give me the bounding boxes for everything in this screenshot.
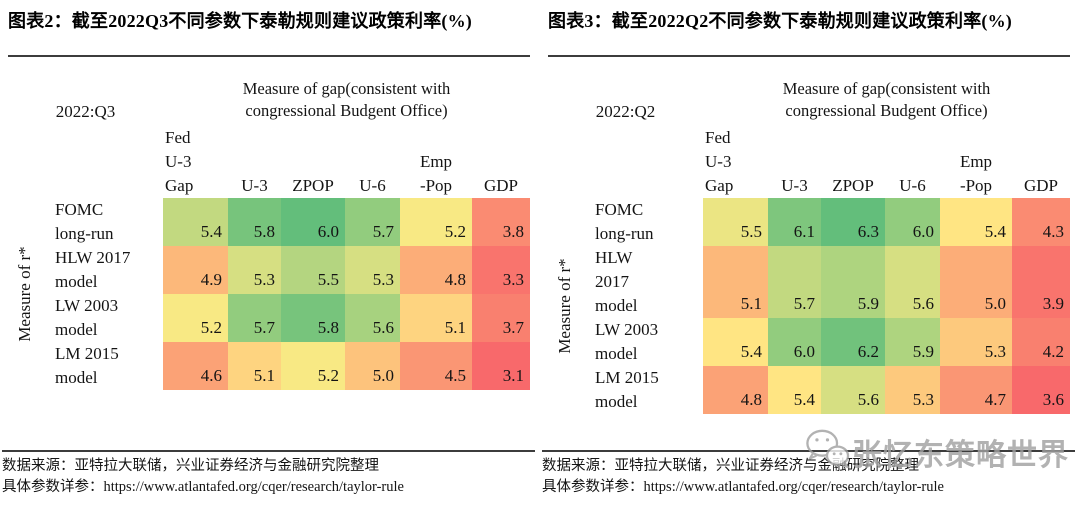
heatmap-table: 2022:Q3 Measure of gap(consistent with co… [8,55,530,390]
heatmap-cell: 5.6 [345,294,400,342]
heatmap-cell: 4.5 [400,342,472,390]
heatmap-cell: 3.7 [472,294,530,342]
heatmap-cell: 5.4 [703,318,768,366]
heatmap-cell: 4.8 [703,366,768,414]
heatmap-cell: 4.7 [940,366,1012,414]
column-header: Emp -Pop [959,152,993,195]
heatmap-cell: 6.2 [821,318,885,366]
heatmap-cell: 5.8 [281,294,345,342]
heatmap-cell: 3.8 [472,198,530,246]
gap-measure-header: Measure of gap(consistent with congressi… [782,79,991,120]
heatmap-cell: 5.0 [345,342,400,390]
heatmap-cell: 3.9 [1012,246,1070,318]
figure-footnote: 数据来源：亚特拉大联储，兴业证券经济与金融研究院整理具体参数详参：https:/… [2,450,535,498]
heatmap-cell: 5.9 [885,318,940,366]
heatmap-cell: 4.8 [400,246,472,294]
source-note: 数据来源：亚特拉大联储，兴业证券经济与金融研究院整理 [2,458,379,474]
params-note: 具体参数详参：https://www.atlantafed.org/cqer/r… [542,479,944,495]
heatmap-cell: 5.3 [885,366,940,414]
row-label: FOMC long-run [55,200,114,243]
r-star-axis-label: Measure of r* [555,258,574,354]
heatmap-cell: 6.1 [768,198,821,246]
params-note: 具体参数详参：https://www.atlantafed.org/cqer/r… [2,479,404,495]
heatmap-cell: 5.4 [940,198,1012,246]
column-header: GDP [483,176,518,195]
row-label: FOMC long-run [595,200,654,243]
heatmap-cell: 4.2 [1012,318,1070,366]
heatmap-cell: 5.2 [163,294,228,342]
column-header: Emp -Pop [419,152,453,195]
period-label: 2022:Q3 [55,102,116,121]
heatmap-cell: 5.6 [821,366,885,414]
heatmap-cell: 6.0 [768,318,821,366]
heatmap-cell: 5.8 [228,198,281,246]
heatmap-cell: 5.1 [400,294,472,342]
column-header: ZPOP [292,176,334,195]
row-label: LW 2003 model [55,296,119,339]
heatmap-cell: 5.1 [228,342,281,390]
figure-panel: 图表3：截至2022Q2不同参数下泰勒规则建议政策利率(%) 2022:Q2 Mea… [540,0,1080,507]
figure-footnote: 数据来源：亚特拉大联储，兴业证券经济与金融研究院整理具体参数详参：https:/… [542,450,1075,498]
column-header: U-3 [781,176,808,195]
heatmap-cell: 5.2 [400,198,472,246]
heatmap-cell: 5.9 [821,246,885,318]
figure-title: 图表3：截至2022Q2不同参数下泰勒规则建议政策利率(%) [548,11,1012,31]
heatmap-cell: 6.3 [821,198,885,246]
heatmap-cell: 5.7 [345,198,400,246]
r-star-axis-label: Measure of r* [15,246,34,342]
heatmap-cell: 5.3 [228,246,281,294]
heatmap-cell: 3.6 [1012,366,1070,414]
column-header: GDP [1023,176,1058,195]
row-label: LW 2003 model [595,320,659,363]
row-label: HLW 2017 model [595,248,638,315]
column-header: ZPOP [832,176,874,195]
heatmap-table: 2022:Q2 Measure of gap(consistent with co… [548,55,1070,414]
heatmap-cell: 5.5 [703,198,768,246]
heatmap-cell: 5.1 [703,246,768,318]
heatmap-cell: 4.3 [1012,198,1070,246]
column-header: Fed U-3 Gap [705,128,734,195]
row-label: LM 2015 model [55,344,119,387]
heatmap-cell: 6.0 [885,198,940,246]
column-header: Fed U-3 Gap [165,128,194,195]
column-header: U-6 [359,176,386,195]
figure-title: 图表2：截至2022Q3不同参数下泰勒规则建议政策利率(%) [8,11,472,31]
gap-measure-header: Measure of gap(consistent with congressi… [242,79,451,120]
heatmap-cell: 5.7 [768,246,821,318]
row-label: HLW 2017 model [55,248,131,291]
source-note: 数据来源：亚特拉大联储，兴业证券经济与金融研究院整理 [542,458,919,474]
heatmap-cell: 5.6 [885,246,940,318]
row-label: LM 2015 model [595,368,659,411]
heatmap-cell: 4.6 [163,342,228,390]
heatmap-cell: 6.0 [281,198,345,246]
column-header: U-6 [899,176,926,195]
column-header: U-3 [241,176,268,195]
heatmap-cell: 5.5 [281,246,345,294]
heatmap-cell: 5.3 [940,318,1012,366]
period-label: 2022:Q2 [595,102,656,121]
heatmap-cell: 5.3 [345,246,400,294]
heatmap-cell: 4.9 [163,246,228,294]
heatmap-cell: 5.4 [768,366,821,414]
heatmap-cell: 3.1 [472,342,530,390]
heatmap-cell: 5.4 [163,198,228,246]
heatmap-cell: 3.3 [472,246,530,294]
heatmap-cell: 5.2 [281,342,345,390]
heatmap-cell: 5.7 [228,294,281,342]
figure-panel: 图表2：截至2022Q3不同参数下泰勒规则建议政策利率(%) 2022:Q3 Mea… [2,11,535,498]
heatmap-cell: 5.0 [940,246,1012,318]
